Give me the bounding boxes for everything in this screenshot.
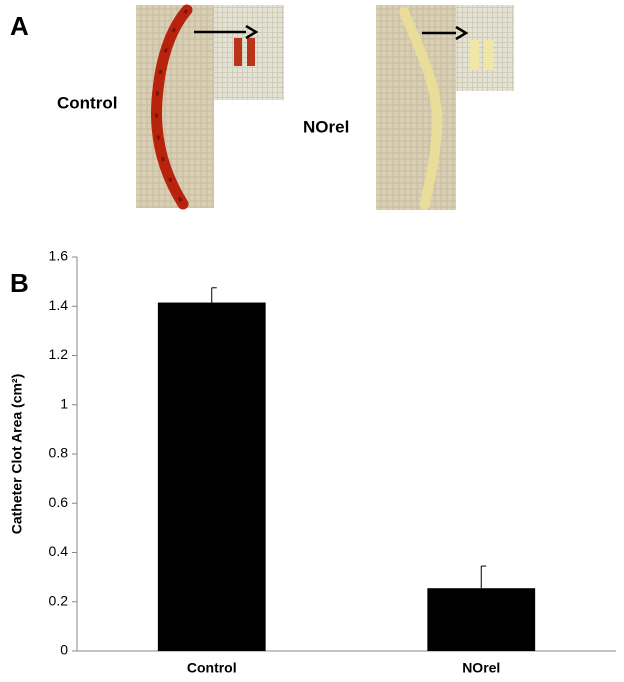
panel-label: B: [10, 268, 29, 298]
photo-label: NOrel: [303, 117, 349, 136]
y-tick-label: 0.6: [49, 494, 69, 510]
photo-label: Control: [57, 93, 117, 112]
y-tick-label: 1: [60, 395, 68, 411]
norel-photo: [376, 5, 514, 210]
x-tick-label: NOrel: [462, 660, 500, 676]
x-tick-label: Control: [187, 660, 237, 676]
y-tick-label: 0.8: [49, 445, 69, 461]
bar: [157, 302, 266, 651]
y-tick-label: 0.2: [49, 592, 69, 608]
control-photo: [136, 4, 284, 210]
bar: [427, 588, 536, 651]
y-axis-label: Catheter Clot Area (cm²): [9, 374, 25, 535]
y-tick-label: 1.6: [49, 248, 69, 264]
y-tick-label: 0.4: [49, 543, 69, 559]
y-tick-label: 1.4: [49, 297, 69, 313]
y-tick-label: 0: [60, 642, 68, 658]
panel-label: A: [10, 11, 29, 41]
y-tick-label: 1.2: [49, 346, 69, 362]
